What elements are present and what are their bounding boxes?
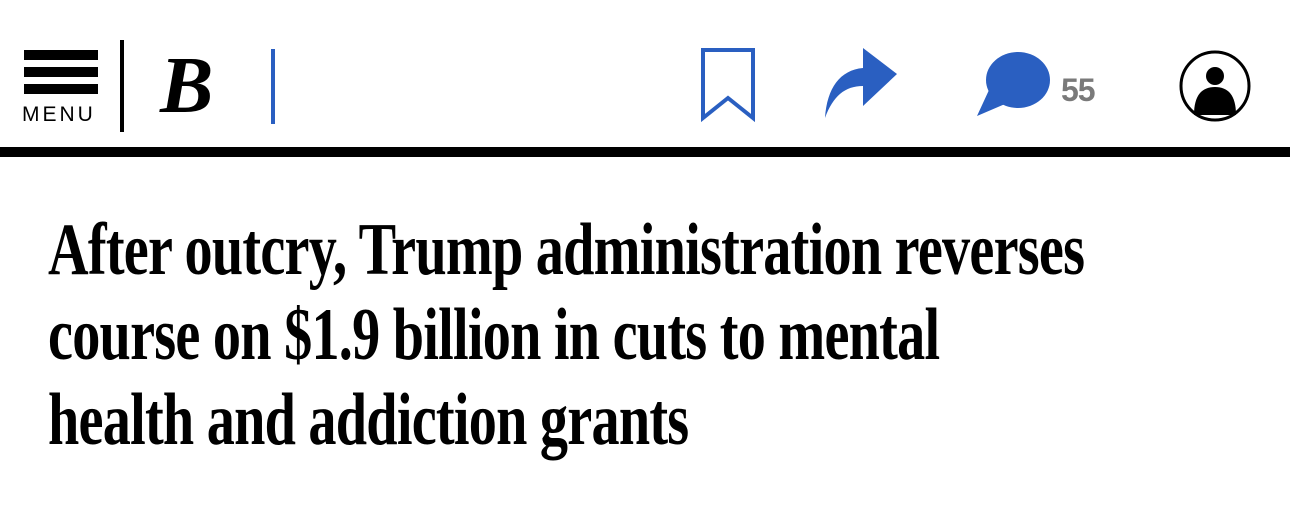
menu-icon-bar — [24, 84, 98, 94]
header-rule — [0, 147, 1290, 157]
bookmark-icon[interactable] — [700, 48, 758, 124]
comment-count[interactable]: 55 — [1061, 72, 1096, 108]
account-icon[interactable] — [1178, 49, 1252, 123]
headline-line: course on $1.9 billion in cuts to mental — [48, 294, 940, 376]
menu-icon-bar — [24, 67, 98, 77]
menu-label: MENU — [22, 103, 96, 126]
headline-line: health and addiction grants — [48, 379, 689, 461]
menu-icon-bar — [24, 50, 98, 60]
share-icon[interactable] — [825, 48, 900, 120]
divider — [120, 40, 124, 132]
divider — [271, 49, 275, 124]
comment-icon[interactable] — [975, 52, 1053, 118]
globe-logo[interactable]: B — [160, 42, 214, 130]
headline-line: After outcry, Trump administration rever… — [48, 209, 1085, 291]
article-headline: After outcry, Trump administration rever… — [48, 208, 1290, 463]
